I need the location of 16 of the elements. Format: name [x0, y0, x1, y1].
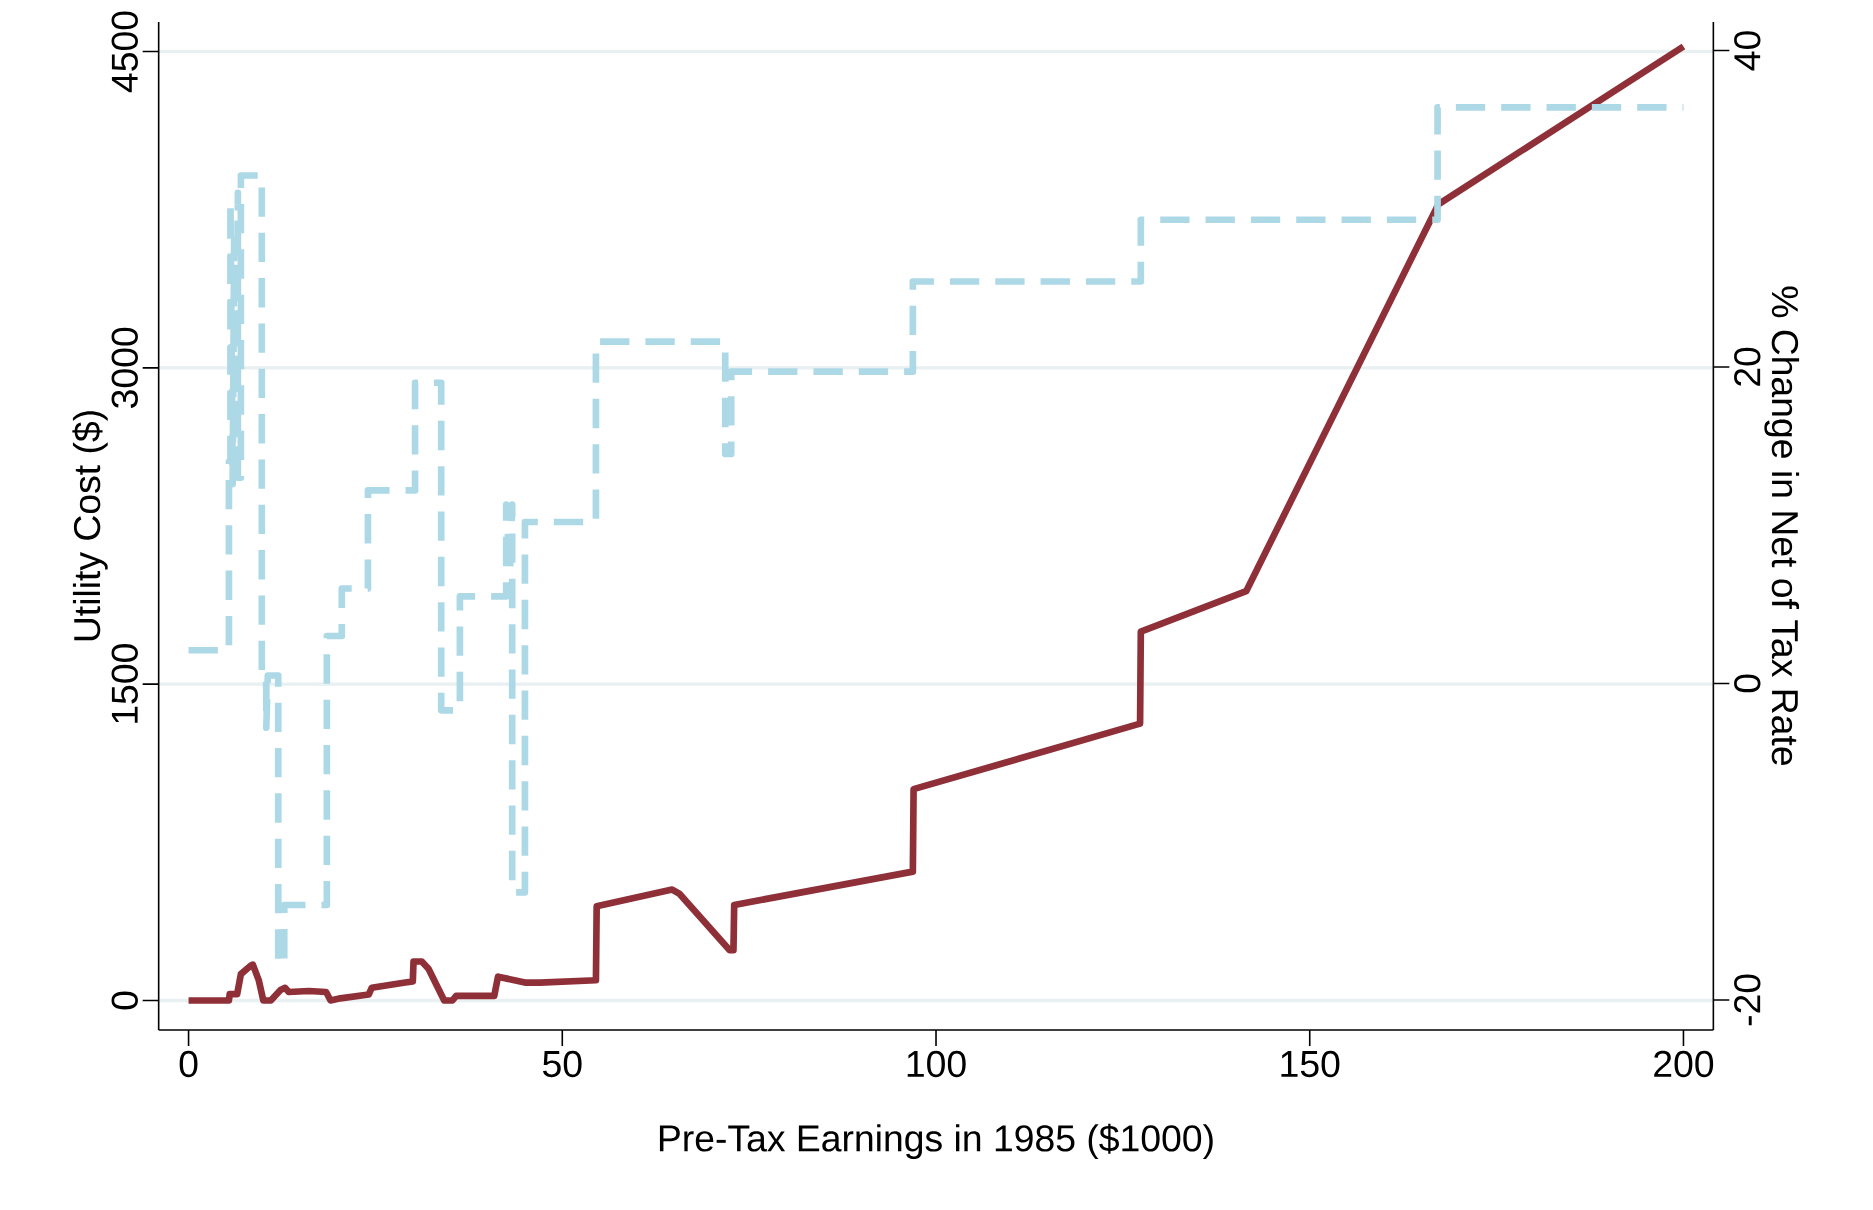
x-tick-label: 200	[1654, 1050, 1714, 1078]
y-tick-label: 4500	[111, 11, 138, 93]
x-axis-title: Pre-Tax Earnings in 1985 ($1000)	[659, 1123, 1213, 1159]
y-tick-label: 1500	[111, 644, 138, 723]
x-tick-label: 100	[907, 1050, 966, 1078]
y2-tick-label: 0	[1734, 674, 1761, 693]
y2-tick-label: 40	[1734, 31, 1761, 71]
y2-tick-label: 20	[1734, 347, 1761, 386]
x-tick-label: 50	[543, 1050, 582, 1078]
x-tick-label: 0	[179, 1050, 198, 1078]
y2-tick-label: -20	[1734, 974, 1761, 1026]
y-tick-label: 0	[111, 991, 138, 1010]
y2-axis-title: % Change in Net of Tax Rate	[1764, 286, 1800, 765]
x-tick-label: 150	[1281, 1050, 1340, 1078]
y-tick-label: 3000	[111, 327, 138, 408]
y-axis-title: Utility Cost ($)	[72, 411, 108, 641]
